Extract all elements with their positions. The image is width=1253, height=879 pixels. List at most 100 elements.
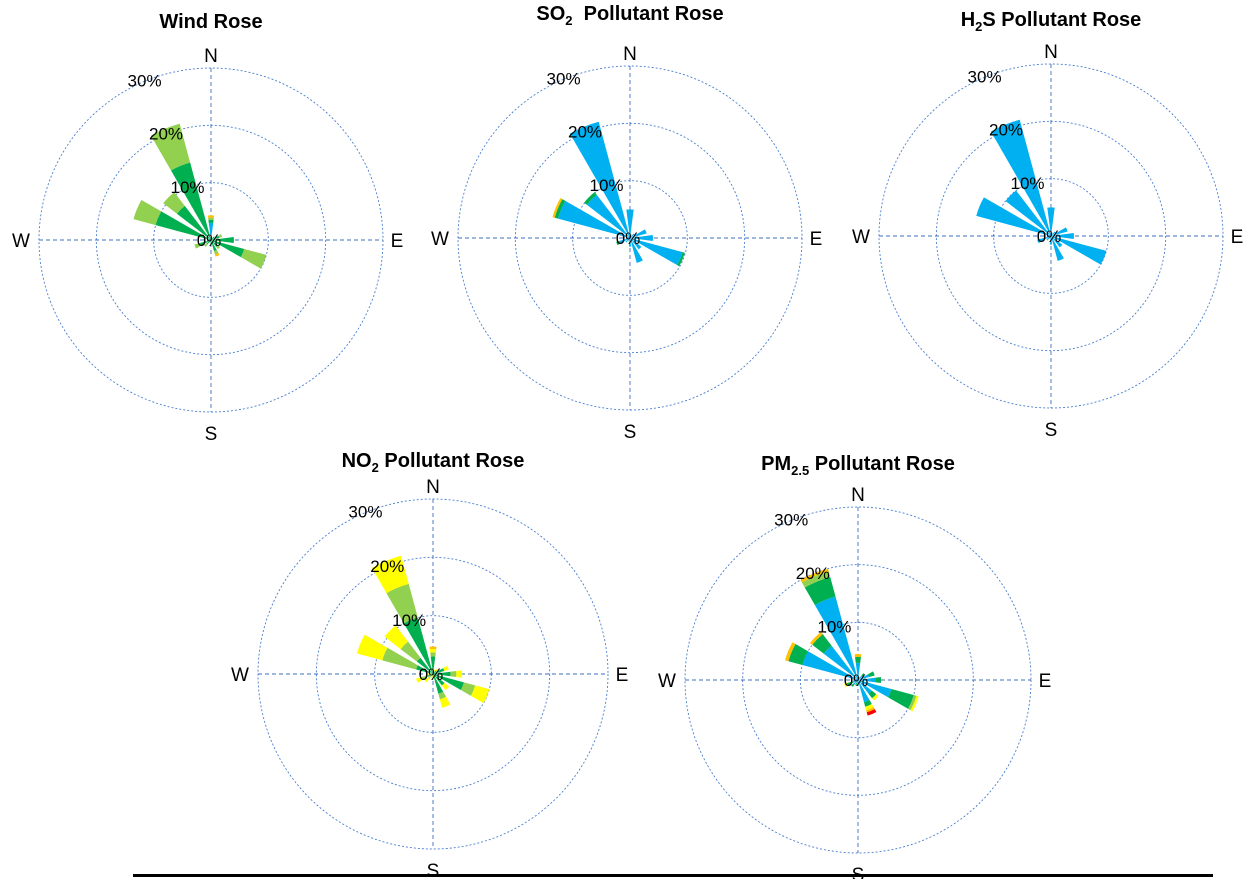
title-subscript: 2	[372, 460, 379, 475]
petal-WNW-segment-0	[155, 211, 211, 240]
petal-N-segment-2	[854, 654, 862, 658]
petal-SSE-segment-1	[213, 249, 219, 255]
petal-NW-segment-0	[586, 194, 630, 238]
petal-N-segment-0	[1047, 207, 1055, 236]
title-text: NO	[342, 450, 372, 472]
petal-N-segment-0	[626, 209, 634, 238]
petal-W-segment-0	[854, 679, 858, 681]
petal-ENE-segment-1	[868, 671, 875, 677]
petal-SSE-segment-1	[438, 691, 447, 700]
petal-NNW-segment-1	[804, 576, 836, 606]
petal-NW-segment-1	[812, 634, 832, 654]
petal-NNW-segment-3	[800, 568, 829, 583]
petal-E-segment-0	[858, 677, 876, 683]
petal-SSE-segment-3	[866, 706, 875, 713]
petal-NW-segment-2	[384, 625, 409, 650]
petal-NW-segment-0	[1005, 190, 1051, 236]
petal-SSE-segment-4	[866, 708, 877, 716]
petal-ENE-segment-0	[211, 235, 220, 240]
radial-tick-label: 10%	[171, 178, 205, 197]
compass-east-label: E	[810, 229, 823, 250]
petal-E-segment-0	[1051, 233, 1074, 239]
radial-tick-label: 30%	[128, 72, 162, 91]
petal-SSW-segment-0	[1049, 236, 1051, 240]
petal-SE-segment-2	[872, 694, 879, 701]
petal-SE-segment-0	[211, 240, 218, 247]
petal-ENE-segment-1	[218, 234, 223, 238]
petal-ENE-segment-0	[858, 674, 870, 680]
petal-WSW-segment-0	[199, 240, 211, 246]
petal-ESE-segment-0	[858, 680, 892, 698]
petal-WNW-segment-0	[802, 651, 858, 680]
compass-east-label: E	[1231, 227, 1244, 248]
petal-ESE-segment-1	[240, 248, 267, 269]
petal-W-segment-0	[208, 239, 211, 241]
petal-NNW-segment-0	[990, 119, 1051, 236]
petal-SW-segment-0	[206, 240, 211, 245]
compass-west-label: W	[852, 227, 870, 248]
petal-WNW-segment-0	[976, 197, 1051, 236]
petal-S-segment-0	[432, 674, 434, 680]
petal-SW-segment-0	[853, 680, 858, 685]
petal-SSE-segment-0	[1051, 236, 1064, 261]
petal-ESE-segment-2	[470, 685, 490, 704]
petal-N-segment-1	[430, 652, 436, 657]
compass-north-label: N	[426, 477, 440, 498]
petal-N-segment-0	[855, 662, 861, 680]
radial-tick-label: 0%	[616, 229, 641, 248]
title-subscript: 2	[975, 19, 982, 34]
petal-ESE-segment-1	[677, 252, 685, 267]
petal-SE-segment-0	[1051, 236, 1063, 248]
petal-SE-segment-0	[433, 674, 445, 686]
petal-NNE-segment-0	[211, 237, 213, 240]
compass-west-label: W	[658, 671, 676, 692]
compass-west-label: W	[12, 231, 30, 252]
petal-ENE-segment-0	[1051, 227, 1068, 236]
petal-WNW-segment-1	[382, 647, 418, 670]
title-subscript: 2.5	[791, 463, 809, 478]
petal-E-segment-1	[450, 670, 457, 678]
petal-ESE-segment-0	[433, 674, 464, 691]
petal-E-segment-2	[456, 670, 463, 678]
petal-NNW-segment-1	[386, 583, 418, 624]
petal-NE-segment-1	[861, 673, 865, 677]
compass-west-label: W	[231, 665, 249, 686]
compass-east-label: E	[391, 231, 404, 252]
petal-WSW-segment-1	[846, 681, 853, 686]
petal-N-segment-3	[207, 215, 215, 218]
compass-north-label: N	[204, 46, 218, 67]
petal-SSE-segment-1	[864, 699, 872, 707]
petal-NE-segment-0	[858, 675, 863, 680]
petal-SW-segment-1	[851, 683, 855, 687]
radial-tick-label: 30%	[547, 70, 581, 89]
radial-tick-label: 0%	[1037, 227, 1062, 246]
petal-SE-segment-0	[630, 238, 642, 250]
petal-SSE-segment-0	[211, 240, 217, 252]
grid-circle	[95, 124, 327, 356]
petal-NW-segment-0	[823, 645, 858, 680]
petal-WNW-segment-2	[552, 197, 563, 218]
petal-SSW-segment-0	[628, 238, 630, 242]
radial-tick-label: 20%	[568, 123, 602, 142]
petal-NE-segment-0	[1051, 231, 1056, 236]
petal-ESE-segment-2	[907, 695, 917, 711]
petal-S-segment-0	[1049, 236, 1053, 245]
rose-title: Wind Rose	[159, 11, 262, 33]
radial-tick-label: 10%	[817, 618, 851, 637]
compass-south-label: S	[1045, 420, 1058, 441]
petal-SSE-segment-0	[630, 238, 643, 263]
petal-N-segment-3	[429, 646, 437, 650]
rose-chart-2: H2S Pollutant Rose 0% 10% 20% 30% N S E W	[852, 9, 1243, 441]
petal-S-segment-0	[628, 238, 632, 247]
compass-north-label: N	[623, 44, 637, 65]
petal-N-segment-1	[208, 219, 214, 223]
petal-WSW-segment-0	[852, 680, 858, 683]
petal-SW-segment-1	[204, 243, 208, 247]
radial-tick-label: 20%	[796, 564, 830, 583]
rose-chart-1: SO2 Pollutant Rose 0% 10% 20% 30% N S E W	[431, 3, 822, 443]
petal-NW-segment-0	[176, 205, 211, 240]
petal-S-segment-0	[857, 680, 859, 686]
petal-WSW-segment-0	[427, 674, 433, 677]
